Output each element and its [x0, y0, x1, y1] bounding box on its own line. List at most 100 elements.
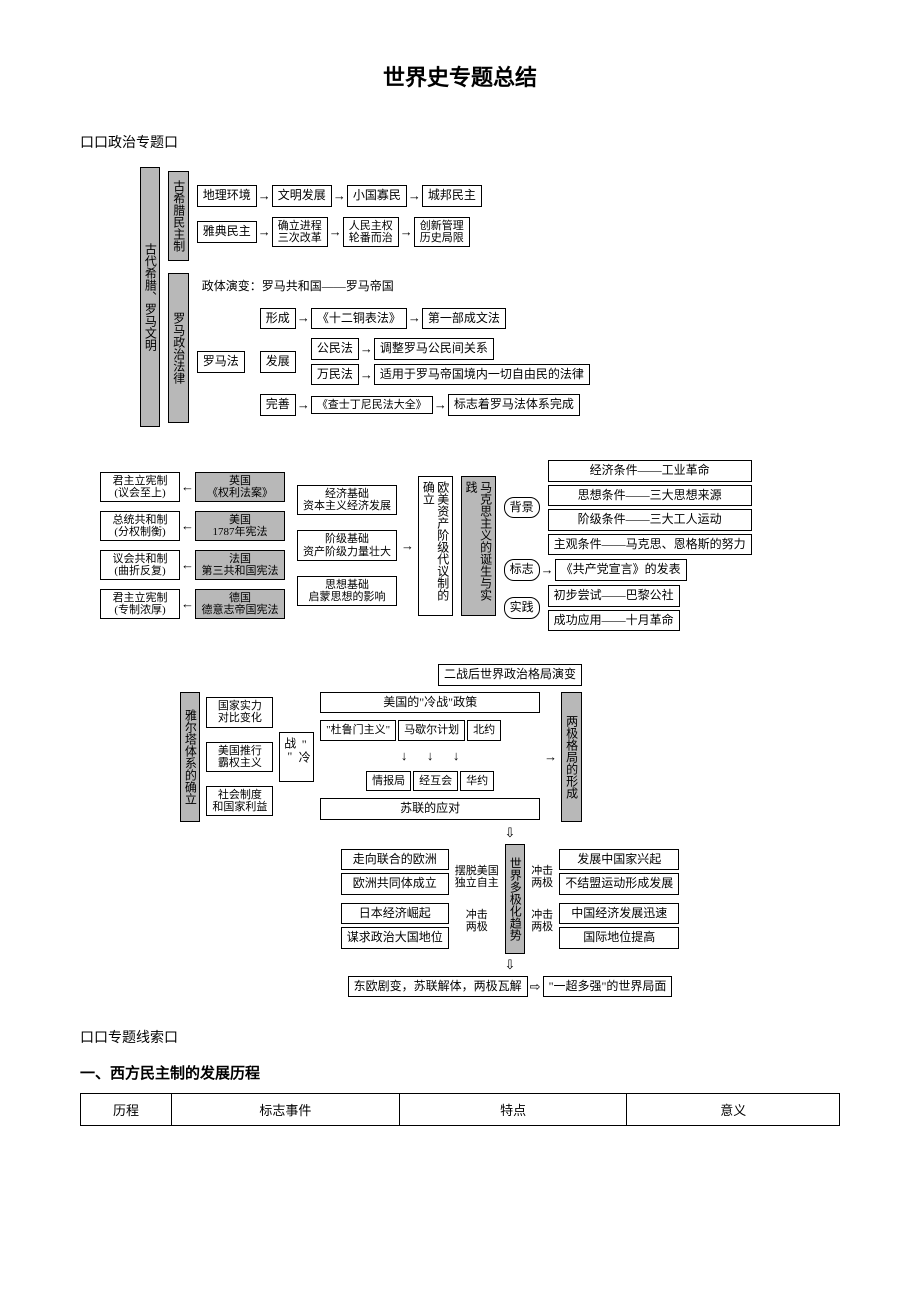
sovereignty: 人民主权 轮番而治	[343, 217, 399, 247]
citizen-rel: 调整罗马公民间关系	[374, 338, 494, 360]
civ-dev: 文明发展	[272, 185, 332, 207]
warsaw: 华约	[460, 771, 494, 791]
roman-perfect: 完善→ 《查士丁尼民法大全》→ 标志着罗马法体系完成	[260, 394, 590, 416]
table1-title: 一、西方民主制的发展历程	[80, 1062, 840, 1083]
geo-env: 地理环境	[197, 185, 257, 207]
thought-base: 思想基础 启蒙思想的影响	[297, 576, 397, 606]
system-complete: 标志着罗马法体系完成	[448, 394, 580, 416]
jus-civile: 公民法	[311, 338, 359, 360]
roman-dev: 发展 公民法→ 调整罗马公民间关系 万民法→ 适用于罗马帝国境内一切自由民的法律	[260, 335, 590, 388]
uk-doc: 英国 《权利法案》	[195, 472, 285, 502]
arrow-down-icon: ↓ ↓ ↓	[320, 748, 540, 764]
fr-doc: 法国 第三共和国宪法	[195, 550, 285, 580]
diagram-postwar: 二战后世界政治格局演变 雅尔塔体系的确立 国家实力 对比变化 美国推行 霸权主义…	[180, 664, 840, 997]
table-header-row: 历程 标志事件 特点 意义	[81, 1094, 840, 1126]
us-doc: 美国 1787年宪法	[195, 511, 285, 541]
twelve-tables: 《十二铜表法》	[311, 308, 407, 330]
bg-econ: 经济条件——工业革命	[548, 460, 752, 482]
uk-sys: 君主立宪制 (议会至上)	[100, 472, 180, 502]
politics-section-label: 口口政治专题口	[80, 132, 840, 152]
ussr-response: 苏联的应对	[320, 798, 540, 820]
mark-label: 标志	[504, 559, 540, 581]
perfect: 完善	[260, 394, 296, 416]
th-feature: 特点	[399, 1094, 627, 1126]
de-sys: 君主立宪制 (专制浓厚)	[100, 589, 180, 619]
nato: 北约	[467, 720, 501, 740]
western-systems: 君主立宪制 (议会至上)←英国 《权利法案》 总统共和制 (分权制衡)←美国 1…	[100, 469, 285, 623]
root-ancient: 古代希腊、罗马文明	[140, 167, 160, 427]
one-super: "一超多强"的世界局面	[543, 976, 673, 998]
roman-form: 形成→ 《十二铜表法》→ 第一部成文法	[260, 308, 590, 330]
ussr-collapse: 东欧剧变，苏联解体，两极瓦解	[348, 976, 528, 998]
diagram-ancient: 古代希腊、罗马文明 古希腊民主制 地理环境→ 文明发展→ 小国寡民→ 城邦民主 …	[140, 167, 840, 427]
develop: 发展	[260, 351, 296, 373]
greek-label: 古希腊民主制	[168, 171, 188, 261]
factor-hegemony: 美国推行 霸权主义	[206, 742, 273, 772]
th-event: 标志事件	[172, 1094, 400, 1126]
factor-system: 社会制度 和国家利益	[206, 786, 273, 816]
manifesto: 《共产党宣言》的发表	[555, 559, 687, 581]
cn-note: 冲击 两极	[531, 909, 553, 933]
athens: 雅典民主	[197, 221, 257, 243]
bg-label: 背景	[504, 497, 540, 519]
bg-class: 阶级条件——三大工人运动	[548, 509, 752, 531]
arrow-down-icon: ⇩	[180, 957, 840, 973]
eu-note: 摆脱美国 独立自主	[455, 865, 499, 889]
dev-note: 冲击 两极	[531, 865, 553, 889]
econ-base: 经济基础 资本主义经济发展	[297, 485, 397, 515]
bg-subj: 主观条件——马克思、恩格斯的努力	[548, 534, 752, 556]
october-rev: 成功应用——十月革命	[548, 610, 680, 632]
comecon: 经互会	[413, 771, 458, 791]
first-written: 第一部成文法	[422, 308, 506, 330]
cn-econ: 中国经济发展迅速	[559, 903, 679, 925]
cominform: 情报局	[366, 771, 411, 791]
marxism: 马克思主义的诞生与实践	[461, 476, 496, 616]
greek-row2: 雅典民主→ 确立进程 三次改革→ 人民主权 轮番而治→ 创新管理 历史局限	[197, 217, 482, 247]
ec: 欧洲共同体成立	[341, 873, 449, 895]
bipolar: 两极格局的形成	[561, 692, 581, 822]
cn-status: 国际地位提高	[559, 927, 679, 949]
paris-commune: 初步尝试——巴黎公社	[548, 585, 680, 607]
reforms: 确立进程 三次改革	[272, 217, 328, 247]
rep-system: 欧美资产阶级代议制的确立	[418, 476, 453, 616]
clues-section-label: 口口专题线索口	[80, 1027, 840, 1047]
yalta: 雅尔塔体系的确立	[180, 692, 200, 822]
nam: 不结盟运动形成发展	[559, 873, 679, 895]
us-sys: 总统共和制 (分权制衡)	[100, 511, 180, 541]
justinian: 《查士丁尼民法大全》	[311, 396, 433, 414]
postwar-title: 二战后世界政治格局演变	[438, 664, 582, 686]
us-policy: 美国的"冷战"政策	[320, 692, 540, 714]
practice-label: 实践	[504, 597, 540, 619]
foundations: 经济基础 资本主义经济发展 阶级基础 资产阶级力量壮大 思想基础 启蒙思想的影响	[297, 485, 397, 606]
multipolar: 世界多极化趋势	[505, 844, 525, 954]
innovation: 创新管理 历史局限	[414, 217, 470, 247]
th-meaning: 意义	[627, 1094, 840, 1126]
small-state: 小国寡民	[347, 185, 407, 207]
all-free: 适用于罗马帝国境内一切自由民的法律	[374, 364, 590, 386]
roman-label: 罗马政治法律	[168, 273, 188, 423]
bg-thought: 思想条件——三大思想来源	[548, 485, 752, 507]
western-democracy-table: 历程 标志事件 特点 意义	[80, 1093, 840, 1126]
roman-law: 罗马法	[197, 351, 245, 373]
dev-countries: 发展中国家兴起	[559, 849, 679, 871]
factor-power: 国家实力 对比变化	[206, 697, 273, 727]
polis-demo: 城邦民主	[422, 185, 482, 207]
diagram-modern: 君主立宪制 (议会至上)←英国 《权利法案》 总统共和制 (分权制衡)←美国 1…	[100, 457, 840, 634]
cold-war: "冷战"	[279, 732, 314, 782]
eu-unite: 走向联合的欧洲	[341, 849, 449, 871]
page-title: 世界史专题总结	[80, 60, 840, 92]
jus-gentium: 万民法	[311, 364, 359, 386]
roman-evolution: 政体演变：罗马共和国——罗马帝国	[197, 277, 399, 297]
truman: "杜鲁门主义"	[320, 720, 396, 740]
arrow-down-icon: ⇩	[180, 825, 840, 841]
greek-row1: 地理环境→ 文明发展→ 小国寡民→ 城邦民主	[197, 185, 482, 207]
jp-pol: 谋求政治大国地位	[341, 927, 449, 949]
de-doc: 德国 德意志帝国宪法	[195, 589, 285, 619]
marshall: 马歇尔计划	[398, 720, 465, 740]
jp-note: 冲击 两极	[455, 909, 499, 933]
class-base: 阶级基础 资产阶级力量壮大	[297, 530, 397, 560]
jp-econ: 日本经济崛起	[341, 903, 449, 925]
th-process: 历程	[81, 1094, 172, 1126]
form: 形成	[260, 308, 296, 330]
fr-sys: 议会共和制 (曲折反复)	[100, 550, 180, 580]
